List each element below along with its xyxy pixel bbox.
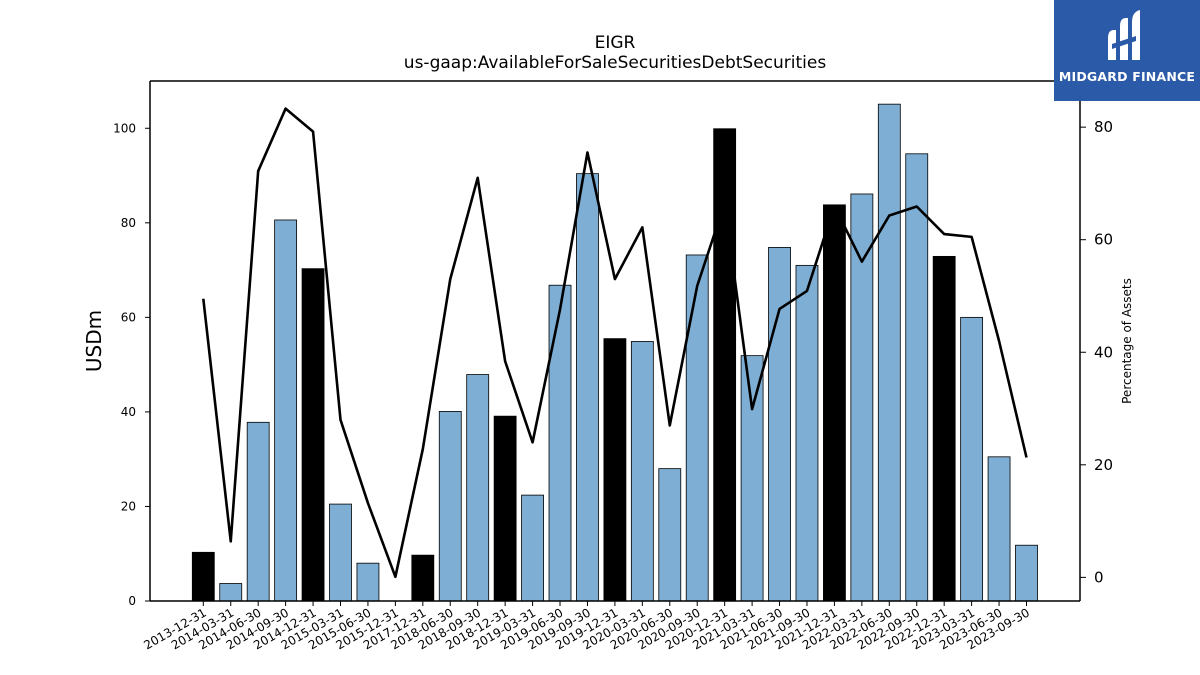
right-y-ticks: 0 20 40 60 80 <box>1080 118 1113 586</box>
midgard-finance-logo: MIDGARD FINANCE <box>1054 0 1200 101</box>
bar-2014-09-30 <box>274 219 298 602</box>
bar-2019-06-30 <box>548 284 572 602</box>
left-y-ticks: 0 20 40 60 80 100 <box>113 121 150 608</box>
chart-title: EIGR <box>595 33 636 53</box>
right-tick-label: 0 <box>1094 568 1104 586</box>
bar-2023-09-30 <box>1015 544 1038 602</box>
bar-2015-03-31 <box>329 503 352 602</box>
bar-2022-09-30 <box>905 153 929 602</box>
right-tick-label: 80 <box>1094 118 1113 136</box>
bar-2019-03-31 <box>521 494 544 602</box>
bar-2020-06-30 <box>658 468 682 602</box>
left-tick-label: 100 <box>113 121 136 135</box>
right-tick-label: 60 <box>1094 231 1113 249</box>
y-axis-label: USDm <box>82 310 106 372</box>
bar-2023-06-30 <box>987 456 1011 602</box>
bar-2015-06-30 <box>356 562 380 602</box>
bar-2014-03-31 <box>219 583 243 602</box>
bar-2023-03-31 <box>960 316 984 602</box>
chart-subtitle: us-gaap:AvailableForSaleSecuritiesDebtSe… <box>404 53 827 73</box>
bar-2021-06-30 <box>768 246 791 602</box>
y2-axis-label: Percentage of Assets <box>1120 278 1134 404</box>
left-tick-label: 0 <box>128 594 136 608</box>
bar-2020-03-31 <box>630 341 654 602</box>
x-ticks: 2013-12-312014-03-312014-06-302014-09-30… <box>141 601 1032 652</box>
bar-2022-12-31 <box>932 255 956 602</box>
bar-2022-03-31 <box>850 193 874 602</box>
bar-2019-09-30 <box>576 173 599 602</box>
bar-2020-12-31 <box>713 128 737 602</box>
bar-2021-09-30 <box>795 264 819 602</box>
right-tick-label: 20 <box>1094 456 1113 474</box>
left-tick-label: 40 <box>121 405 136 419</box>
right-tick-label: 40 <box>1094 343 1113 361</box>
logo-text: MIDGARD FINANCE <box>1058 69 1196 84</box>
bar-2018-06-30 <box>438 411 462 602</box>
left-tick-label: 20 <box>121 499 136 513</box>
bar-2018-12-31 <box>493 415 517 602</box>
line-series <box>202 107 1028 579</box>
left-tick-label: 80 <box>121 216 136 230</box>
bar-2014-06-30 <box>246 421 270 602</box>
bar-2022-06-30 <box>877 103 901 602</box>
bar-series <box>191 103 1038 602</box>
bar-2014-12-31 <box>301 268 325 602</box>
logo-mark-icon <box>1108 10 1140 60</box>
bar-2019-12-31 <box>603 338 627 602</box>
bar-2021-03-31 <box>740 355 764 602</box>
left-tick-label: 60 <box>121 310 136 324</box>
bar-2013-12-31 <box>191 551 215 602</box>
percentage-of-assets-line <box>202 107 1028 579</box>
bar-2021-12-31 <box>823 204 846 602</box>
bar-2017-12-31 <box>411 554 435 602</box>
bar-2020-09-30 <box>685 254 709 602</box>
bar-2018-09-30 <box>466 374 490 602</box>
